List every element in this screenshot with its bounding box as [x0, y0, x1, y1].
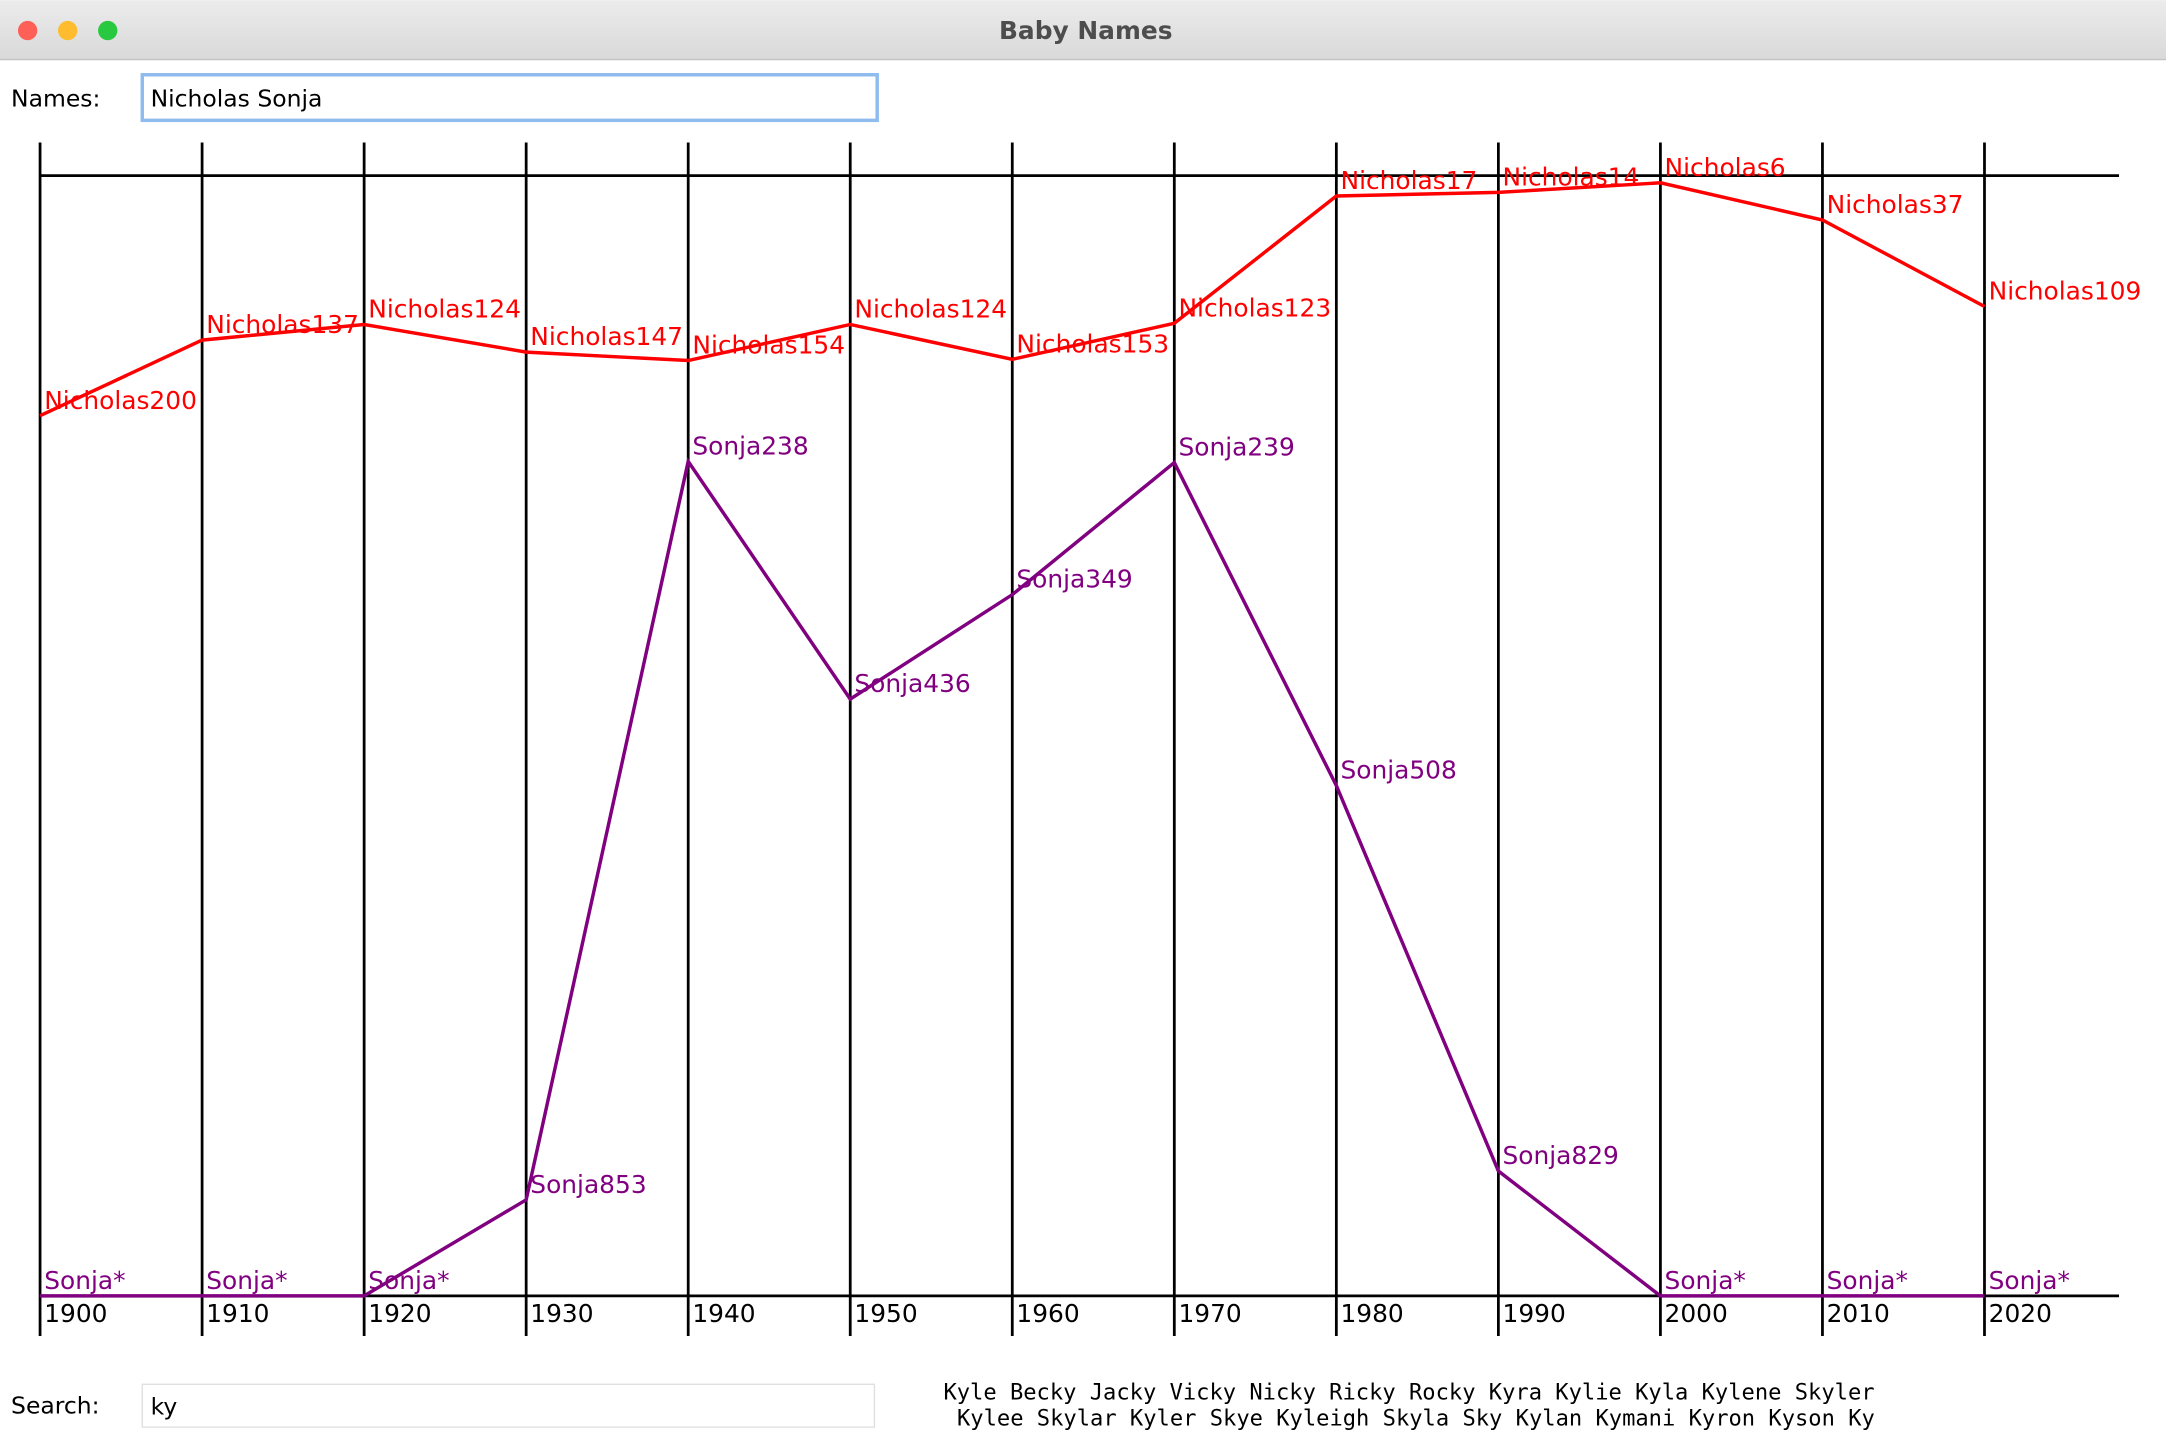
rank-label: Sonja* [206, 1266, 287, 1295]
rank-label: Nicholas37 [1827, 190, 1964, 219]
zoom-button[interactable] [98, 20, 118, 41]
decade-label: 1950 [854, 1299, 917, 1328]
rank-label: Nicholas109 [1989, 277, 2142, 306]
rank-label: Sonja508 [1340, 756, 1456, 785]
rank-label: Sonja* [368, 1266, 449, 1295]
rank-label: Sonja853 [530, 1170, 646, 1199]
names-input-text: Nicholas Sonja [151, 85, 323, 113]
rank-line [40, 457, 1985, 1298]
decade-label: 1920 [368, 1299, 431, 1328]
rank-label: Sonja436 [854, 669, 970, 698]
search-result-line: Kylee Skylar Kyler Skye Kyleigh Skyla Sk… [957, 1406, 1875, 1432]
rank-label: Nicholas124 [368, 295, 521, 324]
rank-label: Nicholas14 [1503, 162, 1640, 191]
decade-label: 1960 [1016, 1299, 1079, 1328]
rank-label: Nicholas137 [206, 310, 359, 339]
names-label: Names: [11, 85, 100, 113]
rank-label: Nicholas17 [1340, 166, 1477, 195]
rank-label: Nicholas147 [530, 322, 683, 351]
decade-label: 2020 [1989, 1299, 2052, 1328]
minimize-button[interactable] [58, 20, 78, 41]
close-button[interactable] [17, 20, 38, 41]
names-input[interactable] [140, 73, 879, 123]
search-label: Search: [11, 1391, 100, 1419]
window-title: Baby Names [999, 16, 1173, 45]
title-bar [0, 0, 2166, 60]
rank-label: Sonja829 [1503, 1141, 1619, 1170]
rank-label: Nicholas6 [1665, 153, 1786, 182]
decade-label: 1940 [692, 1299, 755, 1328]
rank-label: Sonja* [1989, 1266, 2070, 1295]
decade-label: 1980 [1340, 1299, 1403, 1328]
rank-label: Sonja239 [1178, 433, 1294, 462]
decade-label: 1970 [1178, 1299, 1241, 1328]
rank-label: Nicholas154 [692, 331, 845, 360]
chart: 1900 1910 1920 1930 1940 1950 1960 1970 1980 1990… [38, 142, 2142, 1336]
decade-label: 1930 [530, 1299, 593, 1328]
rank-label: Nicholas153 [1016, 329, 1169, 358]
rank-label: Sonja349 [1016, 565, 1132, 594]
rank-label: Nicholas123 [1178, 293, 1331, 322]
search-result-line: Kyle Becky Jacky Vicky Nicky Ricky Rocky… [943, 1379, 1874, 1405]
rank-line [39, 181, 1986, 418]
decade-label: 2000 [1665, 1299, 1728, 1328]
search-input[interactable] [141, 1383, 876, 1428]
rank-label: Nicholas124 [854, 295, 1007, 324]
decade-label: 2010 [1827, 1299, 1890, 1328]
rank-label: Sonja* [1665, 1266, 1746, 1295]
rank-label: Nicholas200 [44, 386, 197, 415]
rank-label: Sonja* [44, 1266, 125, 1295]
rank-label: Sonja* [1827, 1266, 1908, 1295]
decade-label: 1900 [44, 1299, 107, 1328]
search-input-text: ky [151, 1393, 178, 1421]
rank-label: Sonja238 [692, 431, 808, 460]
decade-label: 1990 [1503, 1299, 1566, 1328]
decade-label: 1910 [206, 1299, 269, 1328]
